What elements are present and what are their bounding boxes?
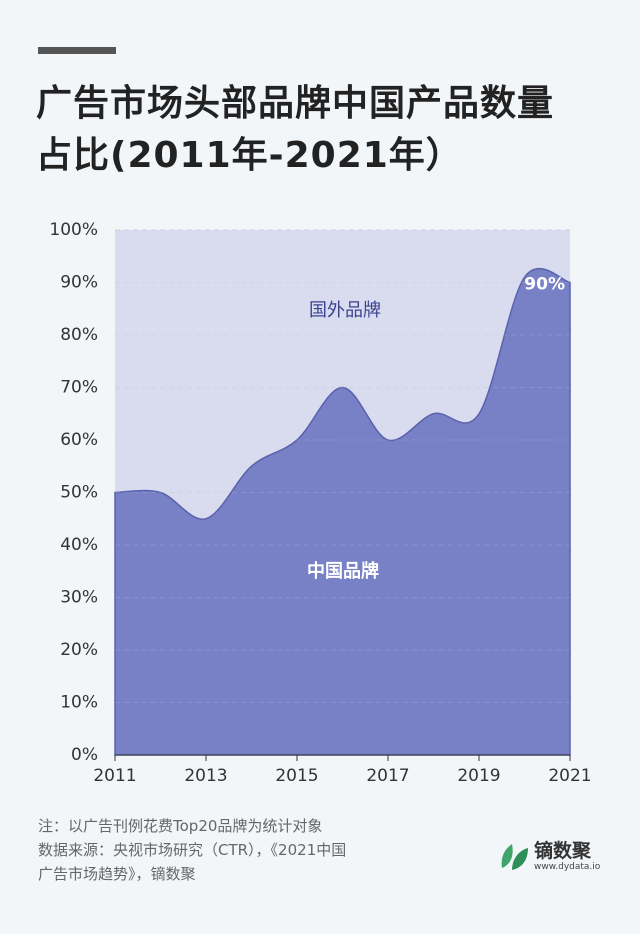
y-tick-label: 10%: [60, 693, 98, 713]
x-tick-label: 2017: [366, 766, 409, 786]
title-bar: [38, 47, 116, 54]
title-line: 占比(2011年-2021年）: [36, 135, 463, 176]
y-tick-label: 20%: [60, 640, 98, 660]
y-tick-label: 0%: [71, 745, 98, 765]
x-tick-label: 2013: [184, 766, 227, 786]
x-tick-label: 2021: [548, 766, 591, 786]
y-tick-label: 60%: [60, 430, 98, 450]
y-tick-label: 80%: [60, 325, 98, 345]
x-tick-label: 2011: [93, 766, 136, 786]
y-tick-label: 70%: [60, 378, 98, 398]
logo: 镝数聚 www.dydata.io: [498, 836, 608, 876]
note: 数据来源：央视市场研究（CTR），《2021中国: [38, 841, 347, 859]
chart-title: 广告市场头部品牌中国产品数量 占比(2011年-2021年）: [36, 78, 554, 182]
logo-icon: [501, 844, 528, 870]
notes: 注：以广告刊例花费Top20品牌为统计对象 数据来源：央视市场研究（CTR），《…: [38, 814, 346, 886]
y-tick-label: 30%: [60, 588, 98, 608]
x-tick-label: 2015: [275, 766, 318, 786]
logo-name: 镝数聚: [534, 840, 592, 862]
title-line: 广告市场头部品牌中国产品数量: [36, 83, 555, 124]
legend-label: 中国品牌: [307, 560, 379, 582]
logo-url: www.dydata.io: [534, 862, 601, 872]
area: [114, 267, 571, 756]
y-tick-label: 90%: [60, 273, 98, 293]
x-tick-label: 2019: [457, 766, 500, 786]
y-tick-label: 100%: [49, 220, 98, 240]
note: 广告市场趋势》，镝数聚: [38, 865, 196, 883]
y-tick-label: 40%: [60, 535, 98, 555]
note: 注：以广告刊例花费Top20品牌为统计对象: [38, 817, 323, 835]
region-label: 国外品牌: [309, 300, 381, 321]
y-tick-label: 50%: [60, 483, 98, 503]
data-label: 90%: [524, 275, 565, 295]
